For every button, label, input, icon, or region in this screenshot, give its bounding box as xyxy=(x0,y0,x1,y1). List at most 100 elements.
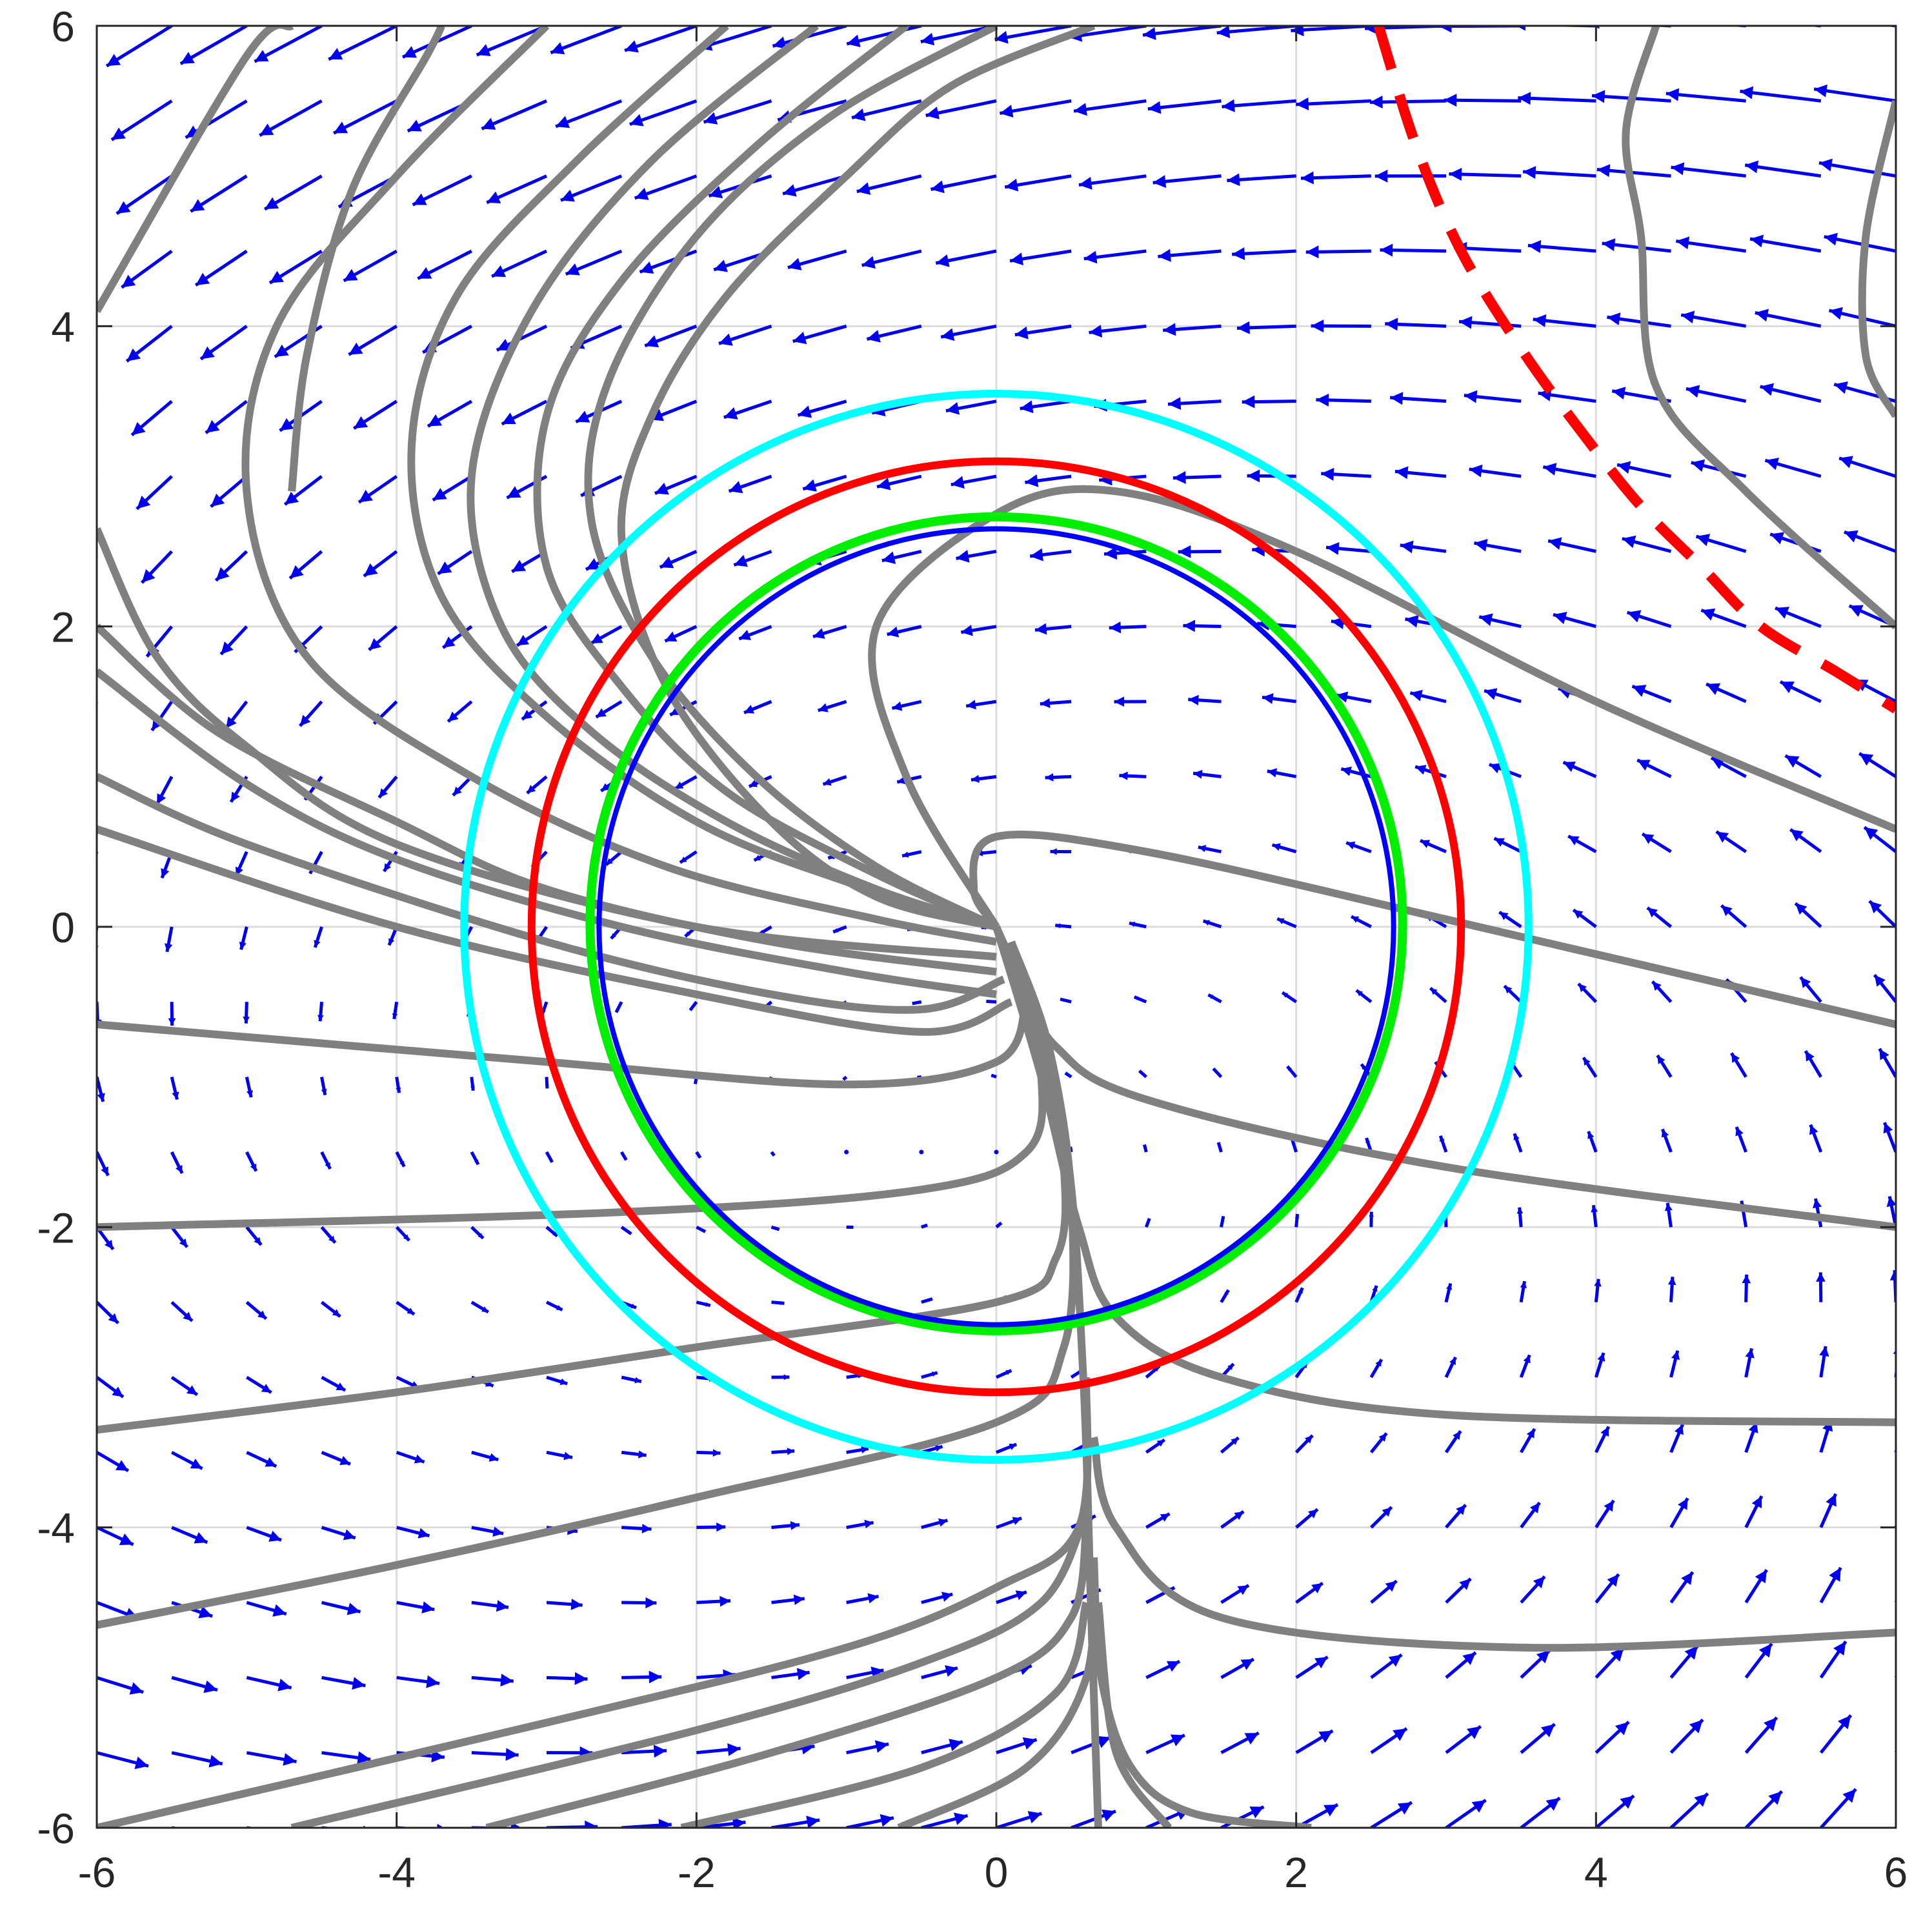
vector-arrow xyxy=(1138,1069,1147,1078)
vector-arrow xyxy=(881,549,922,564)
vector-arrow xyxy=(743,700,772,714)
vector-arrow xyxy=(496,325,548,352)
vector-arrow xyxy=(945,400,997,415)
vector-arrow xyxy=(268,249,323,285)
vector-arrow xyxy=(738,625,772,641)
circle-2 xyxy=(585,512,1407,1335)
vector-arrow xyxy=(1370,1579,1398,1604)
vector-arrow xyxy=(891,700,922,711)
vector-arrow xyxy=(1400,540,1447,554)
vector-arrow xyxy=(1419,838,1447,853)
vector-arrow xyxy=(254,26,323,63)
y-tick-label: -4 xyxy=(37,1504,75,1552)
vector-arrow xyxy=(1129,921,1147,929)
vector-arrow xyxy=(320,1077,327,1096)
streamlines xyxy=(97,26,1896,1828)
vector-arrow xyxy=(97,1151,110,1177)
vector-arrow xyxy=(995,1221,1003,1229)
vector-arrow xyxy=(1547,537,1596,553)
vector-arrow xyxy=(996,1811,1043,1828)
vector-arrow xyxy=(771,1816,820,1828)
vector-arrow xyxy=(1262,693,1296,704)
vector-arrow xyxy=(97,1751,149,1770)
vector-arrow xyxy=(1744,1716,1778,1754)
vector-arrow xyxy=(1192,769,1222,779)
vector-arrow xyxy=(912,1000,922,1006)
vector-arrow xyxy=(771,1374,790,1381)
vector-arrow xyxy=(771,1300,785,1305)
vector-arrow xyxy=(664,625,698,643)
vector-arrow xyxy=(1294,1287,1304,1303)
vector-arrow xyxy=(1744,1569,1768,1604)
vector-arrow xyxy=(1760,383,1822,403)
vector-arrow xyxy=(999,99,1072,118)
vector-arrow xyxy=(1286,1065,1298,1078)
vector-arrow xyxy=(219,625,248,656)
vector-arrow xyxy=(621,1670,662,1684)
x-tick-label: 2 xyxy=(1284,1848,1308,1896)
vector-arrow xyxy=(259,99,323,137)
vector-arrow xyxy=(1380,243,1447,257)
vector-arrow xyxy=(1004,174,1072,192)
vector-arrow xyxy=(136,475,173,511)
vector-arrow xyxy=(1868,900,1896,928)
vector-arrow xyxy=(1370,1653,1403,1679)
vector-arrow xyxy=(689,1000,698,1011)
vector-arrow xyxy=(1147,99,1222,114)
vector-arrow xyxy=(1294,1434,1314,1454)
vector-arrow xyxy=(1474,538,1522,553)
vector-arrow xyxy=(921,1739,963,1755)
vector-arrow xyxy=(171,1526,208,1544)
vector-arrow xyxy=(171,1751,223,1768)
circles xyxy=(460,390,1533,1464)
vector-arrow xyxy=(1276,917,1297,929)
vector-arrow xyxy=(246,1751,297,1766)
vector-arrow xyxy=(921,1812,969,1828)
vector-arrow xyxy=(1651,980,1673,1004)
vector-arrow xyxy=(1232,247,1296,261)
vector-arrow xyxy=(621,1450,647,1459)
vector-arrow xyxy=(1394,466,1447,480)
vector-arrow xyxy=(470,1077,475,1091)
vector-arrow xyxy=(263,174,323,211)
vector-arrow xyxy=(1271,843,1297,854)
vector-arrow xyxy=(471,1674,514,1687)
vector-arrow xyxy=(170,1226,189,1248)
streamline-29 xyxy=(407,26,998,931)
vector-arrow xyxy=(1370,1727,1408,1754)
vector-arrow xyxy=(861,249,922,269)
vector-arrow xyxy=(728,474,772,494)
vector-arrow xyxy=(1813,1198,1823,1228)
vector-arrow xyxy=(1295,1655,1329,1679)
vector-arrow xyxy=(1183,620,1222,632)
x-tick-label: -2 xyxy=(678,1848,716,1896)
vector-arrow xyxy=(679,850,698,864)
circle-3 xyxy=(596,526,1396,1328)
vector-arrow xyxy=(116,174,173,216)
vector-arrow xyxy=(1665,88,1746,103)
vector-arrow xyxy=(321,1526,356,1541)
dashed-curve-group xyxy=(1373,26,1896,714)
dashed-curve xyxy=(1373,26,1896,714)
vector-arrow xyxy=(1409,689,1447,703)
vector-arrow xyxy=(321,1751,371,1765)
vector-arrow xyxy=(516,625,548,647)
vector-arrow xyxy=(210,475,248,509)
vector-arrow xyxy=(110,99,173,141)
vector-arrow xyxy=(298,700,323,727)
y-tick-label: -2 xyxy=(37,1204,75,1251)
vector-arrow xyxy=(491,249,548,278)
vector-arrow xyxy=(470,1226,485,1240)
vector-arrow xyxy=(348,325,397,356)
vector-arrow xyxy=(1020,400,1072,414)
vector-arrow xyxy=(246,1526,282,1542)
vector-arrow xyxy=(412,174,472,207)
vector-arrow xyxy=(1816,1272,1826,1302)
vector-arrow xyxy=(1145,1438,1166,1454)
vector-arrow xyxy=(486,174,548,205)
vector-arrow xyxy=(621,1597,657,1609)
vector-arrow xyxy=(1844,530,1896,553)
vector-arrow xyxy=(1695,534,1747,553)
vector-arrow xyxy=(1667,1277,1676,1302)
vector-arrow xyxy=(550,26,623,55)
